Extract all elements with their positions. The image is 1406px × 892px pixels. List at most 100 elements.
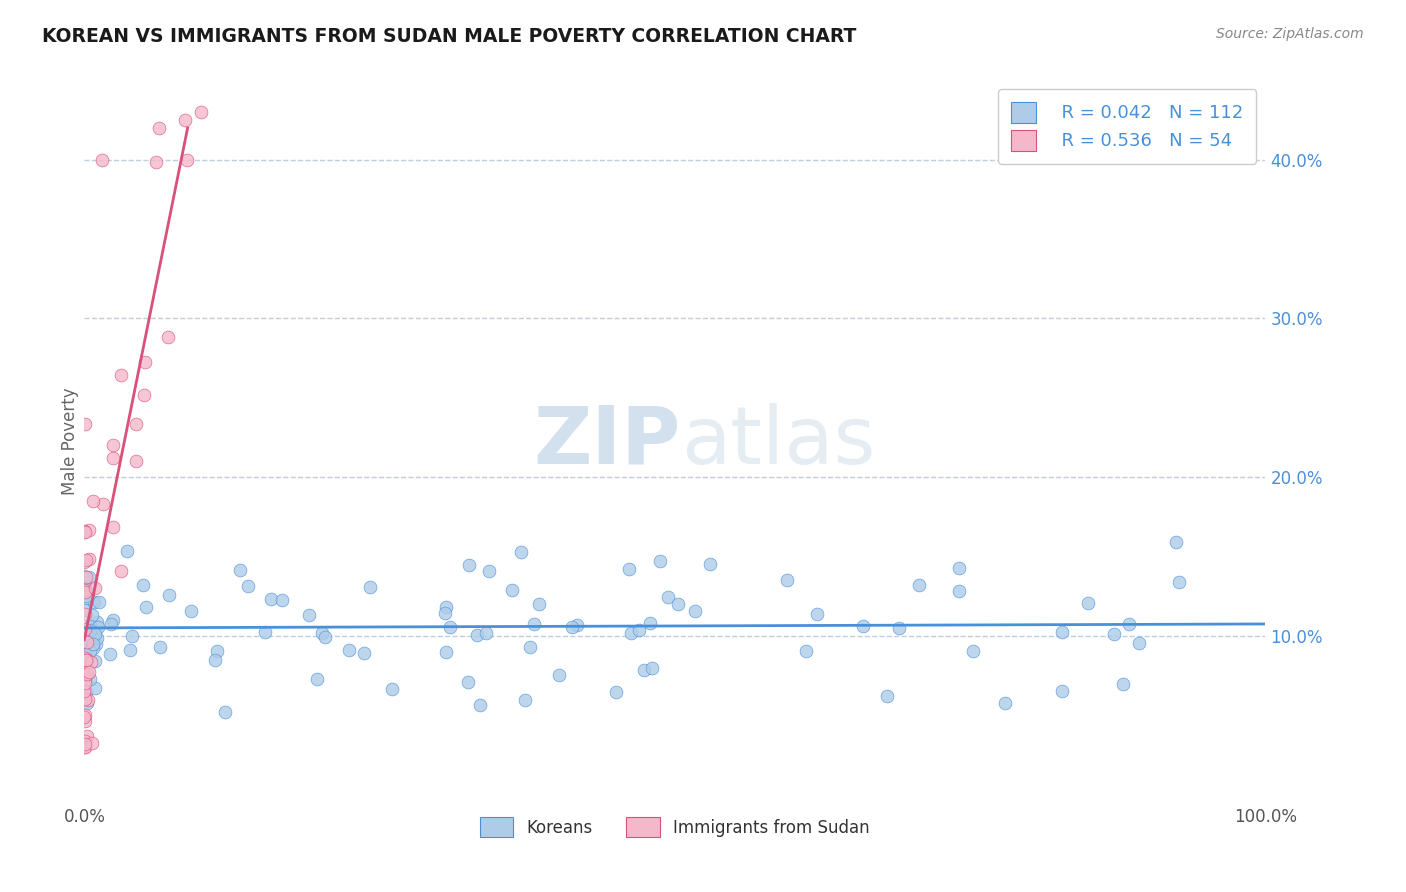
Point xyxy=(75,607,97,621)
Point xyxy=(641,661,664,675)
Point xyxy=(529,597,551,611)
Point xyxy=(657,591,679,605)
Point xyxy=(75,570,97,584)
Point xyxy=(91,497,114,511)
Point xyxy=(73,667,96,681)
Point xyxy=(561,620,583,634)
Point xyxy=(83,681,105,695)
Point xyxy=(1166,535,1188,549)
Point xyxy=(852,619,875,633)
Point xyxy=(76,696,98,710)
Point xyxy=(907,578,929,592)
Point xyxy=(475,626,498,640)
Point xyxy=(76,667,98,681)
Point xyxy=(157,588,180,602)
Text: KOREAN VS IMMIGRANTS FROM SUDAN MALE POVERTY CORRELATION CHART: KOREAN VS IMMIGRANTS FROM SUDAN MALE POV… xyxy=(42,27,856,45)
Point xyxy=(103,613,125,627)
Point xyxy=(806,607,828,621)
Point xyxy=(796,644,818,658)
Point xyxy=(73,714,96,728)
Point xyxy=(501,583,523,598)
Point xyxy=(73,734,96,748)
Point xyxy=(80,735,103,749)
Point xyxy=(73,555,96,569)
Point xyxy=(434,600,457,615)
Point xyxy=(156,330,179,344)
Point xyxy=(82,640,104,655)
Point xyxy=(82,607,104,622)
Point xyxy=(73,635,96,649)
Point xyxy=(699,557,721,571)
Point xyxy=(75,685,97,699)
Point xyxy=(76,635,98,649)
Point xyxy=(125,454,148,468)
Point xyxy=(1128,635,1150,649)
Point xyxy=(149,640,172,654)
Point xyxy=(79,644,101,658)
Point xyxy=(75,673,97,688)
Point xyxy=(620,626,643,640)
Point xyxy=(100,616,122,631)
Point xyxy=(381,682,404,697)
Text: atlas: atlas xyxy=(681,402,875,481)
Point xyxy=(307,673,329,687)
Point xyxy=(359,580,381,594)
Point xyxy=(86,631,108,645)
Point xyxy=(567,618,589,632)
Point xyxy=(617,562,640,576)
Point xyxy=(83,581,105,595)
Point xyxy=(298,607,321,622)
Point xyxy=(134,388,156,402)
Point xyxy=(77,586,100,600)
Point xyxy=(120,643,142,657)
Point xyxy=(73,417,96,431)
Point xyxy=(132,577,155,591)
Point xyxy=(73,631,96,645)
Point xyxy=(876,689,898,703)
Point xyxy=(77,523,100,537)
Point xyxy=(75,591,97,605)
Point xyxy=(1102,627,1125,641)
Point xyxy=(948,560,970,574)
Point xyxy=(627,623,650,637)
Point xyxy=(73,740,96,755)
Point xyxy=(86,615,108,629)
Point xyxy=(515,693,537,707)
Point xyxy=(173,113,195,128)
Point xyxy=(73,740,96,755)
Point xyxy=(79,672,101,686)
Point xyxy=(1050,624,1073,639)
Point xyxy=(523,616,546,631)
Point xyxy=(76,585,98,599)
Point xyxy=(271,593,294,607)
Point xyxy=(73,583,96,598)
Point xyxy=(77,692,100,706)
Point xyxy=(465,628,488,642)
Point xyxy=(75,552,97,566)
Point xyxy=(75,691,97,706)
Point xyxy=(75,589,97,603)
Point xyxy=(145,155,167,169)
Point xyxy=(87,620,110,634)
Point xyxy=(314,631,336,645)
Point xyxy=(73,684,96,698)
Point xyxy=(434,645,457,659)
Point xyxy=(229,563,252,577)
Point xyxy=(176,153,198,167)
Point xyxy=(311,626,333,640)
Point xyxy=(509,544,531,558)
Text: ZIP: ZIP xyxy=(533,402,681,481)
Point xyxy=(605,685,627,699)
Point xyxy=(1077,596,1099,610)
Point xyxy=(353,646,375,660)
Point xyxy=(101,438,124,452)
Point xyxy=(73,710,96,724)
Point xyxy=(84,626,107,640)
Point xyxy=(73,651,96,665)
Y-axis label: Male Poverty: Male Poverty xyxy=(62,388,80,495)
Point xyxy=(98,648,121,662)
Text: Source: ZipAtlas.com: Source: ZipAtlas.com xyxy=(1216,27,1364,41)
Point xyxy=(180,604,202,618)
Point xyxy=(1118,616,1140,631)
Point xyxy=(948,583,970,598)
